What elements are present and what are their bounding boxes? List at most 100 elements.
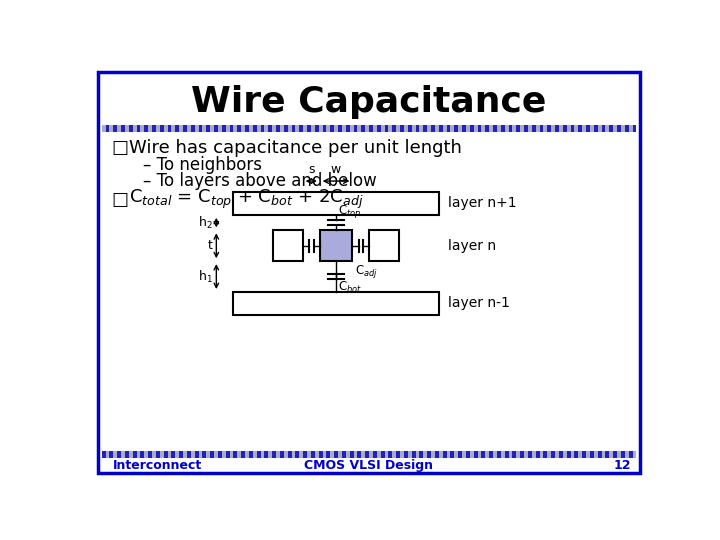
Bar (125, 451, 129, 458)
Bar (563, 125, 567, 132)
Bar (361, 125, 365, 132)
Bar (625, 125, 629, 132)
Bar (253, 125, 256, 132)
Bar (544, 125, 547, 132)
Bar (539, 125, 544, 132)
Bar (381, 125, 384, 132)
Bar (632, 125, 636, 132)
Bar (269, 125, 272, 132)
Bar (156, 125, 160, 132)
Bar (458, 125, 462, 132)
Bar (272, 125, 276, 132)
Bar (532, 451, 536, 458)
Text: w: w (331, 164, 341, 177)
Bar (292, 125, 295, 132)
Bar (400, 125, 404, 132)
Bar (621, 451, 625, 458)
Text: h$_2$: h$_2$ (198, 214, 212, 231)
Bar (295, 125, 300, 132)
Bar (388, 125, 392, 132)
Bar (102, 125, 106, 132)
Bar (575, 451, 578, 458)
Bar (497, 125, 500, 132)
Bar (311, 451, 315, 458)
Bar (106, 125, 109, 132)
Bar (163, 451, 168, 458)
Bar (590, 125, 594, 132)
Bar (280, 125, 284, 132)
Bar (505, 451, 508, 458)
Bar (330, 451, 334, 458)
Bar (245, 451, 249, 458)
Bar (225, 125, 230, 132)
Bar (300, 125, 303, 132)
Bar (377, 125, 381, 132)
Bar (451, 451, 454, 458)
Bar (513, 125, 516, 132)
Bar (194, 125, 199, 132)
Bar (412, 451, 415, 458)
Text: C$_{total}$ = C$_{top}$ + C$_{bot}$ + 2C$_{adj}$: C$_{total}$ = C$_{top}$ + C$_{bot}$ + 2C… (129, 188, 364, 211)
Bar (210, 451, 214, 458)
Bar (272, 451, 276, 458)
Bar (578, 125, 582, 132)
Bar (419, 125, 423, 132)
Bar (163, 125, 168, 132)
Bar (396, 125, 400, 132)
Bar (415, 125, 419, 132)
Bar (485, 125, 489, 132)
Bar (446, 451, 451, 458)
Text: Wire has capacitance per unit length: Wire has capacitance per unit length (129, 139, 462, 157)
Bar (435, 451, 438, 458)
Bar (474, 451, 477, 458)
Bar (431, 125, 435, 132)
Bar (194, 125, 199, 132)
Bar (505, 125, 508, 132)
Bar (462, 125, 466, 132)
Bar (384, 125, 388, 132)
Bar (536, 125, 539, 132)
Bar (613, 451, 617, 458)
Bar (629, 125, 632, 132)
Bar (469, 451, 474, 458)
Bar (415, 125, 419, 132)
Bar (435, 125, 438, 132)
Bar (249, 451, 253, 458)
Bar (274, 231, 302, 261)
Bar (513, 125, 516, 132)
Bar (261, 451, 264, 458)
Bar (245, 125, 249, 132)
Bar (477, 451, 482, 458)
Bar (482, 125, 485, 132)
Bar (443, 451, 446, 458)
Bar (419, 451, 423, 458)
Bar (311, 125, 315, 132)
Bar (567, 451, 570, 458)
Text: – To neighbors: – To neighbors (143, 156, 261, 174)
Bar (284, 451, 287, 458)
Bar (233, 292, 438, 315)
Bar (238, 451, 241, 458)
Bar (508, 125, 513, 132)
Bar (199, 451, 202, 458)
Bar (261, 125, 264, 132)
Bar (272, 125, 276, 132)
Bar (419, 125, 423, 132)
Bar (625, 451, 629, 458)
Bar (598, 125, 601, 132)
Bar (404, 125, 408, 132)
Bar (629, 451, 632, 458)
Bar (303, 451, 307, 458)
Bar (330, 125, 334, 132)
Bar (307, 451, 311, 458)
Bar (264, 125, 269, 132)
Bar (183, 125, 187, 132)
Bar (287, 125, 292, 132)
Text: CMOS VLSI Design: CMOS VLSI Design (305, 458, 433, 472)
Bar (148, 125, 152, 132)
Bar (202, 125, 206, 132)
Bar (284, 125, 287, 132)
Bar (160, 125, 163, 132)
Bar (106, 451, 109, 458)
Bar (431, 451, 435, 458)
